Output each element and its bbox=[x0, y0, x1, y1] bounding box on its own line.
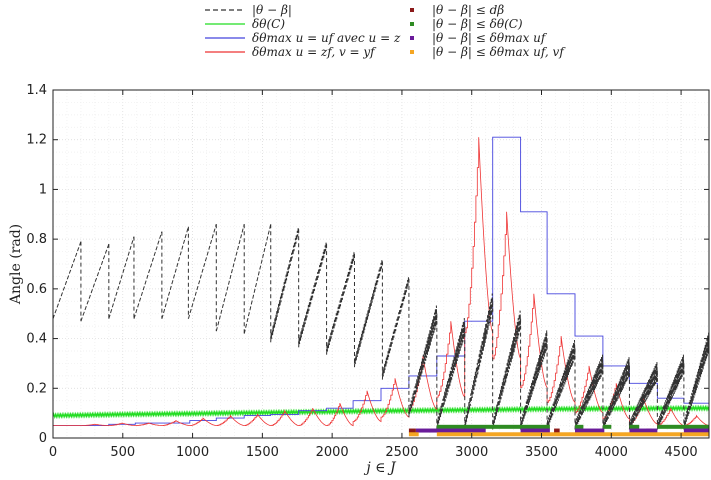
x-tick-label: 2500 bbox=[385, 445, 418, 460]
x-tick-label: 4500 bbox=[665, 445, 698, 460]
series-theta-beta-segment bbox=[80, 243, 110, 322]
legend: |θ − β|δθ(C)δθmax u = uf avec u = zδθmax… bbox=[205, 3, 566, 59]
x-tick-label: 1000 bbox=[176, 445, 209, 460]
series-theta-beta-segment bbox=[52, 241, 82, 319]
x-tick-label: 2000 bbox=[316, 445, 349, 460]
series-delta-max-uf bbox=[52, 136, 709, 427]
series-theta-beta-segment bbox=[108, 236, 135, 319]
marker-band bbox=[575, 428, 605, 433]
y-tick-label: 1.4 bbox=[26, 83, 47, 98]
legend-label: |θ − β| bbox=[252, 3, 292, 17]
legend-label: |θ − β| ≤ dβ bbox=[432, 3, 504, 17]
marker-band bbox=[554, 428, 560, 433]
series-theta-beta-segment bbox=[215, 224, 245, 332]
marker-band bbox=[520, 428, 550, 433]
legend-marker bbox=[410, 36, 414, 40]
series-theta-beta-segment bbox=[354, 259, 383, 368]
marker-band bbox=[408, 432, 419, 437]
legend-marker bbox=[410, 50, 414, 54]
plot-frame bbox=[52, 89, 710, 439]
series-theta-beta-segment bbox=[381, 276, 410, 380]
x-tick-label: 3500 bbox=[525, 445, 558, 460]
legend-label: δθmax u = zf, v = yf bbox=[252, 45, 377, 59]
legend-marker bbox=[410, 8, 414, 12]
marker-band bbox=[629, 428, 658, 433]
legend-label: |θ − β| ≤ δθmax uf, vf bbox=[432, 45, 566, 59]
y-tick-label: 1 bbox=[39, 182, 47, 197]
y-axis-label: Angle (rad) bbox=[8, 224, 24, 305]
series-theta-beta-segment bbox=[520, 330, 548, 430]
legend-marker bbox=[410, 22, 414, 26]
legend-label: |θ − β| ≤ δθmax uf bbox=[432, 31, 548, 45]
marker-band bbox=[415, 428, 486, 433]
marker-band bbox=[436, 424, 550, 429]
x-tick-label: 4000 bbox=[595, 445, 628, 460]
series-theta-beta-segment bbox=[133, 231, 163, 319]
y-tick-label: 0.6 bbox=[26, 282, 47, 297]
series-theta-beta-segment bbox=[243, 224, 272, 334]
plot-area: 0 500 1000 1500 2000 2500 3000 3500 4000 4500 0 0.2… bbox=[26, 83, 710, 460]
y-tick-label: 0 bbox=[39, 431, 47, 446]
y-tick-label: 1.2 bbox=[26, 133, 47, 148]
x-tick-label: 0 bbox=[49, 445, 57, 460]
y-tick-label: 0.8 bbox=[26, 232, 47, 247]
x-axis-label: j ∈ J bbox=[363, 460, 397, 476]
marker-band bbox=[436, 432, 709, 437]
marker-band bbox=[575, 424, 584, 429]
legend-label: |θ − β| ≤ δθ(C) bbox=[432, 17, 523, 31]
marker-band bbox=[602, 424, 612, 429]
y-tick-label: 0.2 bbox=[26, 381, 47, 396]
series-theta-beta-segment bbox=[326, 251, 355, 355]
marker-band bbox=[408, 428, 416, 433]
y-tick-label: 0.4 bbox=[26, 332, 47, 347]
x-tick-label: 3000 bbox=[455, 445, 488, 460]
legend-label: δθmax u = uf avec u = z bbox=[252, 31, 401, 45]
series-theta-beta-segment bbox=[187, 224, 217, 319]
series-theta-beta-segment bbox=[270, 227, 300, 343]
series-delta-c bbox=[52, 404, 710, 420]
marker-band bbox=[629, 424, 640, 429]
x-tick-label: 1500 bbox=[246, 445, 279, 460]
marker-band bbox=[683, 428, 709, 433]
x-tick-label: 500 bbox=[110, 445, 135, 460]
series-theta-beta-segment bbox=[298, 241, 328, 348]
marker-band bbox=[657, 424, 709, 429]
series-theta-beta-segment bbox=[161, 226, 189, 319]
legend-label: δθ(C) bbox=[252, 17, 285, 31]
